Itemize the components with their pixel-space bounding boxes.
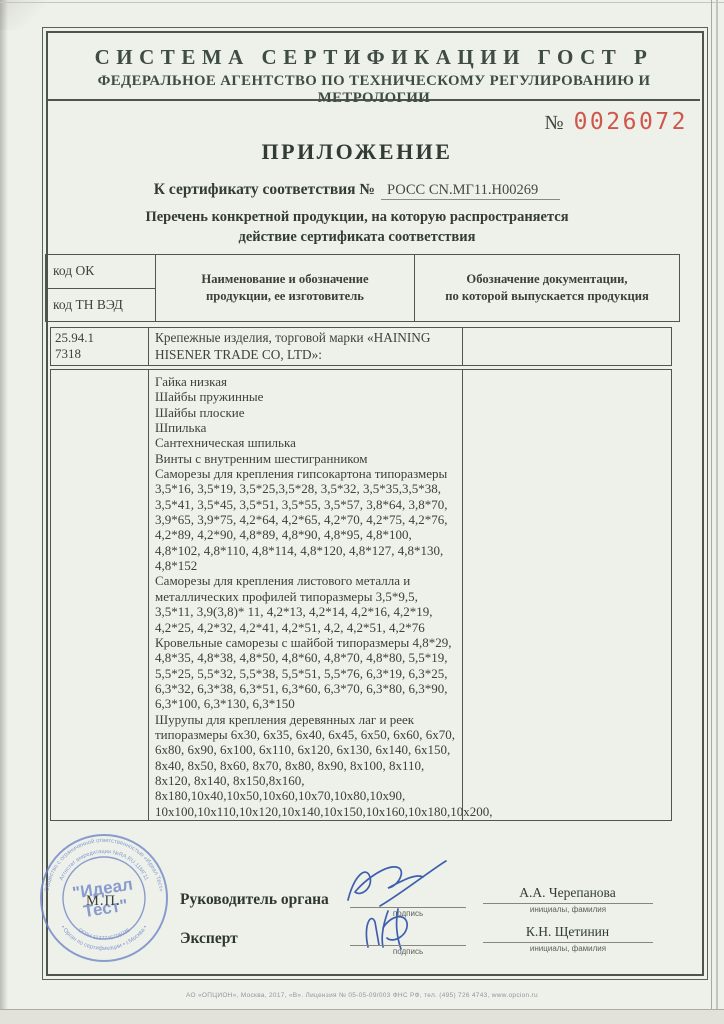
expert-signature [365, 908, 408, 950]
header-code-tnved: код ТН ВЭД [53, 296, 123, 312]
head-signature [347, 860, 447, 907]
head-of-body-label: Руководитель орг­ана [180, 891, 329, 908]
signature-caption: подпись [392, 909, 424, 918]
certification-body-stamp: Общество с ограниченной ответственностью… [40, 834, 168, 962]
product-line: Шурупы для крепления деревянных лаг и ре… [155, 711, 493, 819]
print-shop-imprint: АО «ОПЦИОН», Москва, 2017, «В». Лицензия… [186, 992, 538, 999]
header-product-column: Наименование и обозначение продукции, ее… [156, 255, 415, 321]
table-header: код ОК код ТН ВЭД Наименование и обознач… [45, 254, 680, 322]
document-frame-inner [46, 31, 704, 976]
cell-codes: 25.94.1 7318 [51, 328, 149, 365]
federal-agency-title: ФЕДЕРАЛЬНОЕ АГЕНТСТВО ПО ТЕХНИЧЕСКОМУ РЕ… [97, 73, 651, 106]
signature-line [350, 907, 466, 908]
head-name: А.А. Черепанова [519, 885, 616, 900]
expert-name: К.Н. Щетинин [525, 924, 610, 939]
cell-codes-empty [51, 370, 149, 820]
appendix-subtitle: Перечень конкретной продукции, на котору… [145, 209, 569, 245]
certificate-reference: К сертификату соответствия № РОСС CN.МГ11… [42, 181, 672, 200]
certificate-number: РОСС CN.МГ11.Н00269 [381, 182, 561, 200]
cell-documentation-empty [463, 328, 671, 365]
serial-number: 0026072 [573, 109, 688, 135]
header-code-ok: код ОК [46, 255, 155, 289]
place-of-seal-label: М.П. [86, 893, 121, 909]
name-line [483, 942, 653, 943]
cell-documentation-empty [463, 370, 671, 820]
page-title: ПРИЛОЖЕНИЕ [261, 139, 453, 164]
header-documentation-column: Обозначение документации, по которой вып… [445, 272, 649, 303]
header-band: СИСТЕМА СЕРТИФИКАЦИИ ГОСТ Р ФЕДЕРАЛЬНОЕ … [48, 33, 700, 106]
name-caption: инициалы, фамилия [529, 944, 607, 953]
product-line: Сантехническая шпилька [155, 435, 296, 451]
scan-bottom-edge [0, 1009, 724, 1024]
cell-product-list: Гайка низкая Шайбы пружинные Шайбы плоские… [149, 370, 493, 820]
product-line: Шпилька [155, 420, 207, 436]
product-line: Гайка низкая [155, 374, 227, 389]
product-line: Винты с внутренним шестигранником [155, 450, 368, 466]
serial-number-sign: № [544, 112, 564, 134]
scan-right-edge-2 [716, 0, 718, 1012]
expert-label: Эксперт [180, 930, 238, 947]
certification-system-title: СИСТЕМА СЕРТИФИКАЦИИ ГОСТ Р [94, 45, 654, 69]
document-frame [42, 27, 708, 980]
product-line: Кровельные саморезы с шайбой типоразмеры… [155, 634, 452, 712]
certificate-reference-label: К сертификату соответствия № [153, 181, 375, 198]
product-line: Шайбы плоские [155, 404, 245, 420]
svg-text:ОГРН 1137746705035: ОГРН 1137746705035 [76, 928, 131, 943]
scan-top-edge [0, 2, 724, 3]
scan-corner-artifact [0, 0, 46, 30]
form-serial: № 0026072 [544, 109, 688, 135]
product-line: Шайбы пружинные [155, 389, 264, 405]
table-row: Гайка низкая Шайбы пружинные Шайбы плоские… [50, 369, 672, 821]
scan-left-edge [0, 0, 8, 1024]
signature-caption: подпись [392, 947, 424, 956]
scan-right-edge [711, 0, 712, 1012]
product-line: Саморезы для крепления гипсокартона типо… [155, 466, 448, 574]
signature-line [350, 945, 466, 946]
table-header-codes-column: код ОК код ТН ВЭД [46, 255, 156, 321]
cell-brand: Крепежные изделия, торговой марки «HAINI… [149, 328, 463, 365]
name-caption: инициалы, фамилия [529, 905, 607, 914]
table-row: 25.94.1 7318 Крепежные изделия, торговой… [50, 327, 672, 366]
product-line: Саморезы для крепления листового металла… [155, 573, 433, 635]
name-line [483, 903, 653, 904]
stamp-ring-inner-bottom-text: ОГРН 1137746705035 [76, 928, 131, 943]
